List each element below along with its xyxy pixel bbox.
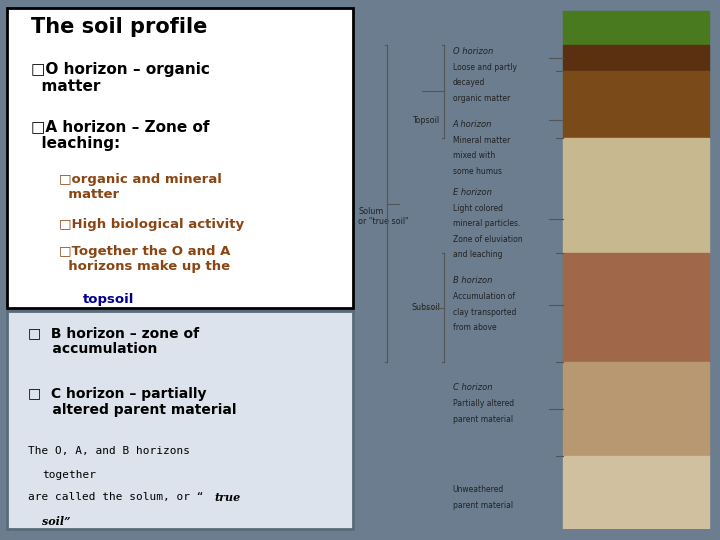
Text: organic matter: organic matter	[453, 94, 510, 103]
Text: Mineral matter: Mineral matter	[453, 136, 510, 145]
Text: C horizon: C horizon	[453, 383, 492, 392]
FancyBboxPatch shape	[7, 310, 353, 529]
Text: □O horizon – organic
  matter: □O horizon – organic matter	[32, 62, 210, 94]
Text: Topsoil: Topsoil	[412, 116, 438, 125]
Text: parent material: parent material	[453, 501, 513, 510]
Text: together: together	[42, 470, 96, 480]
Text: decayed: decayed	[453, 78, 485, 87]
Text: The soil profile: The soil profile	[32, 17, 208, 37]
Text: Unweathered: Unweathered	[453, 485, 504, 494]
Bar	[563, 253, 709, 362]
Text: Partially altered: Partially altered	[453, 399, 514, 408]
Bar	[563, 11, 709, 45]
Bar	[563, 138, 709, 253]
Text: □organic and mineral
  matter: □organic and mineral matter	[59, 173, 222, 201]
Text: Accumulation of: Accumulation of	[453, 292, 515, 301]
Bar	[563, 45, 709, 71]
FancyBboxPatch shape	[7, 8, 353, 308]
Text: B horizon: B horizon	[453, 276, 492, 286]
Text: □High biological activity: □High biological activity	[59, 218, 244, 231]
Text: clay transported: clay transported	[453, 308, 516, 317]
Text: Light colored: Light colored	[453, 204, 503, 213]
Text: The O, A, and B horizons: The O, A, and B horizons	[28, 446, 190, 456]
Text: some humus: some humus	[453, 167, 502, 176]
Text: □  B horizon – zone of
     accumulation: □ B horizon – zone of accumulation	[28, 326, 199, 356]
Text: and leaching: and leaching	[453, 251, 502, 259]
Bar	[563, 71, 709, 138]
Text: A horizon: A horizon	[453, 120, 492, 129]
Text: from above: from above	[453, 323, 496, 332]
Text: parent material: parent material	[453, 415, 513, 423]
Text: O horizon: O horizon	[453, 47, 493, 56]
Text: soil”: soil”	[42, 516, 71, 527]
Text: □  C horizon – partially
     altered parent material: □ C horizon – partially altered parent m…	[28, 387, 236, 417]
Text: are called the solum, or “: are called the solum, or “	[28, 492, 204, 502]
Text: topsoil: topsoil	[84, 293, 135, 306]
Text: E horizon: E horizon	[453, 188, 492, 197]
Text: Zone of eluviation: Zone of eluviation	[453, 235, 522, 244]
Text: mixed with: mixed with	[453, 151, 495, 160]
Bar	[563, 362, 709, 456]
Text: Subsoil: Subsoil	[412, 303, 441, 312]
Text: Loose and partly: Loose and partly	[453, 63, 517, 72]
Text: □Together the O and A
  horizons make up the: □Together the O and A horizons make up t…	[59, 245, 230, 273]
Text: Solum
or "true soil": Solum or "true soil"	[358, 207, 409, 226]
Text: true: true	[215, 492, 240, 503]
Bar	[563, 456, 709, 529]
Text: □A horizon – Zone of
  leaching:: □A horizon – Zone of leaching:	[32, 119, 210, 151]
Text: mineral particles.: mineral particles.	[453, 219, 520, 228]
